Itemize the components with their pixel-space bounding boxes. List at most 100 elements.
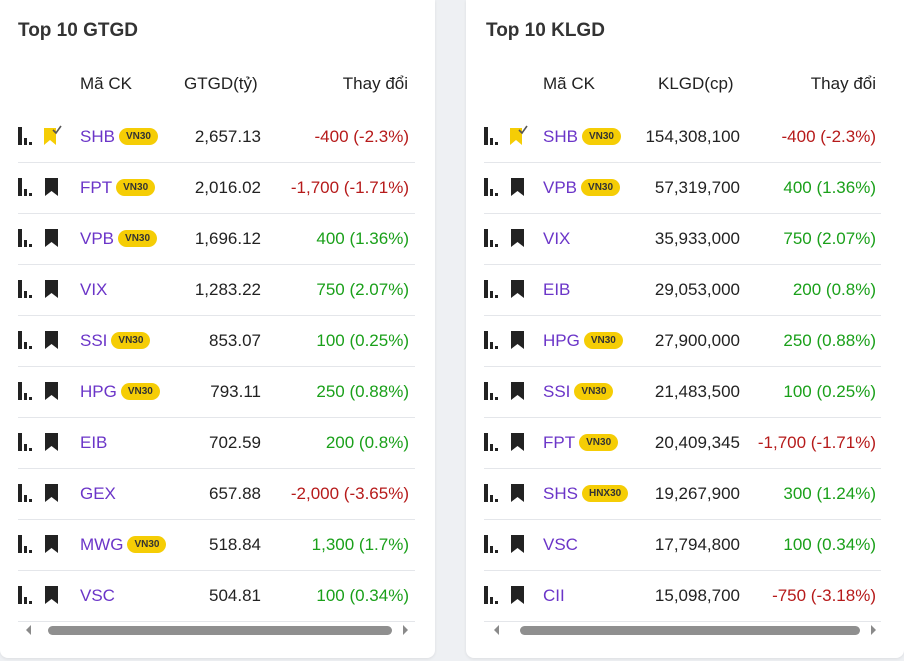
symbol-link[interactable]: VIX: [80, 265, 107, 315]
bookmark-icon[interactable]: [508, 584, 528, 606]
table-row[interactable]: HPG VN30 793.11 250 (0.88%): [18, 367, 415, 418]
bookmark-checked-icon[interactable]: [508, 125, 528, 147]
symbol-text[interactable]: SHS: [543, 484, 578, 503]
bookmark-icon[interactable]: [508, 278, 528, 300]
bookmark-icon[interactable]: [508, 533, 528, 555]
bookmark-icon[interactable]: [42, 329, 62, 351]
symbol-text[interactable]: SHB: [543, 127, 578, 146]
symbol-link[interactable]: VIX: [543, 214, 570, 264]
symbol-link[interactable]: EIB: [80, 418, 107, 468]
table-row[interactable]: VIX 35,933,000 750 (2.07%): [484, 214, 881, 265]
bar-chart-icon[interactable]: [484, 280, 498, 298]
symbol-text[interactable]: VIX: [80, 280, 108, 299]
horizontal-scrollbar[interactable]: [24, 622, 410, 638]
symbol-link[interactable]: SHS HNX30: [543, 469, 629, 519]
symbol-text[interactable]: HPG: [80, 382, 117, 401]
table-row[interactable]: HPG VN30 27,900,000 250 (0.88%): [484, 316, 881, 367]
symbol-link[interactable]: VSC: [543, 520, 578, 570]
symbol-link[interactable]: VPB VN30: [80, 214, 158, 264]
symbol-text[interactable]: VSC: [543, 535, 578, 554]
symbol-text[interactable]: CII: [543, 586, 565, 605]
bookmark-icon[interactable]: [42, 278, 62, 300]
table-row[interactable]: EIB 702.59 200 (0.8%): [18, 418, 415, 469]
scrollbar-thumb[interactable]: [48, 626, 392, 635]
scroll-right-icon[interactable]: [868, 624, 878, 636]
bar-chart-icon[interactable]: [484, 535, 498, 553]
table-row[interactable]: SSI VN30 21,483,500 100 (0.25%): [484, 367, 881, 418]
bookmark-icon[interactable]: [42, 533, 62, 555]
table-row[interactable]: SHB VN30 154,308,100 -400 (-2.3%): [484, 112, 881, 163]
bar-chart-icon[interactable]: [18, 535, 32, 553]
bookmark-icon[interactable]: [508, 380, 528, 402]
bar-chart-icon[interactable]: [484, 229, 498, 247]
symbol-link[interactable]: SSI VN30: [543, 367, 614, 417]
symbol-link[interactable]: GEX: [80, 469, 116, 519]
table-row[interactable]: GEX 657.88 -2,000 (-3.65%): [18, 469, 415, 520]
bookmark-checked-icon[interactable]: [42, 125, 62, 147]
symbol-link[interactable]: VPB VN30: [543, 163, 621, 213]
scroll-right-icon[interactable]: [400, 624, 410, 636]
bar-chart-icon[interactable]: [484, 433, 498, 451]
bar-chart-icon[interactable]: [484, 586, 498, 604]
table-row[interactable]: SHB VN30 2,657.13 -400 (-2.3%): [18, 112, 415, 163]
bookmark-icon[interactable]: [42, 482, 62, 504]
symbol-text[interactable]: VPB: [543, 178, 578, 197]
bar-chart-icon[interactable]: [18, 331, 32, 349]
bar-chart-icon[interactable]: [18, 382, 32, 400]
bookmark-icon[interactable]: [42, 176, 62, 198]
bar-chart-icon[interactable]: [484, 331, 498, 349]
bookmark-icon[interactable]: [508, 329, 528, 351]
bar-chart-icon[interactable]: [484, 178, 498, 196]
bookmark-icon[interactable]: [42, 227, 62, 249]
symbol-link[interactable]: SSI VN30: [80, 316, 151, 366]
symbol-text[interactable]: VIX: [543, 229, 571, 248]
bookmark-icon[interactable]: [508, 431, 528, 453]
symbol-text[interactable]: EIB: [543, 280, 571, 299]
table-row[interactable]: VSC 504.81 100 (0.34%): [18, 571, 415, 622]
bar-chart-icon[interactable]: [484, 127, 498, 145]
symbol-text[interactable]: EIB: [80, 433, 108, 452]
bar-chart-icon[interactable]: [18, 127, 32, 145]
bookmark-icon[interactable]: [508, 176, 528, 198]
bar-chart-icon[interactable]: [18, 178, 32, 196]
symbol-link[interactable]: VSC: [80, 571, 115, 621]
symbol-link[interactable]: SHB VN30: [543, 112, 621, 162]
bar-chart-icon[interactable]: [18, 433, 32, 451]
symbol-text[interactable]: FPT: [80, 178, 113, 197]
symbol-text[interactable]: SSI: [543, 382, 571, 401]
table-row[interactable]: SHS HNX30 19,267,900 300 (1.24%): [484, 469, 881, 520]
symbol-text[interactable]: SSI: [80, 331, 108, 350]
bar-chart-icon[interactable]: [484, 484, 498, 502]
table-row[interactable]: VPB VN30 57,319,700 400 (1.36%): [484, 163, 881, 214]
symbol-link[interactable]: FPT VN30: [80, 163, 156, 213]
bar-chart-icon[interactable]: [18, 280, 32, 298]
symbol-link[interactable]: EIB: [543, 265, 570, 315]
bar-chart-icon[interactable]: [18, 229, 32, 247]
bar-chart-icon[interactable]: [484, 382, 498, 400]
table-row[interactable]: VPB VN30 1,696.12 400 (1.36%): [18, 214, 415, 265]
table-row[interactable]: CII 15,098,700 -750 (-3.18%): [484, 571, 881, 622]
scrollbar-thumb[interactable]: [520, 626, 860, 635]
bookmark-icon[interactable]: [508, 227, 528, 249]
bar-chart-icon[interactable]: [18, 586, 32, 604]
symbol-link[interactable]: FPT VN30: [543, 418, 619, 468]
symbol-link[interactable]: HPG VN30: [543, 316, 623, 366]
symbol-text[interactable]: HPG: [543, 331, 580, 350]
symbol-text[interactable]: VPB: [80, 229, 115, 248]
scroll-left-icon[interactable]: [24, 624, 34, 636]
symbol-text[interactable]: VSC: [80, 586, 115, 605]
bar-chart-icon[interactable]: [18, 484, 32, 502]
table-row[interactable]: VIX 1,283.22 750 (2.07%): [18, 265, 415, 316]
symbol-link[interactable]: CII: [543, 571, 565, 621]
table-row[interactable]: FPT VN30 2,016.02 -1,700 (-1.71%): [18, 163, 415, 214]
symbol-text[interactable]: FPT: [543, 433, 576, 452]
scroll-left-icon[interactable]: [492, 624, 502, 636]
horizontal-scrollbar[interactable]: [492, 622, 878, 638]
table-row[interactable]: SSI VN30 853.07 100 (0.25%): [18, 316, 415, 367]
table-row[interactable]: MWG VN30 518.84 1,300 (1.7%): [18, 520, 415, 571]
symbol-link[interactable]: HPG VN30: [80, 367, 160, 417]
symbol-link[interactable]: SHB VN30: [80, 112, 158, 162]
symbol-text[interactable]: SHB: [80, 127, 115, 146]
symbol-text[interactable]: MWG: [80, 535, 124, 554]
table-row[interactable]: FPT VN30 20,409,345 -1,700 (-1.71%): [484, 418, 881, 469]
